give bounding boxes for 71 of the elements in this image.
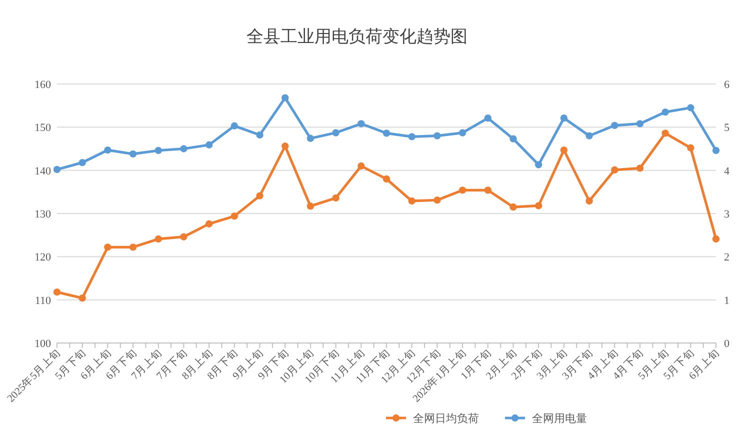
chart-title: 全县工业用电负荷变化趋势图	[246, 27, 468, 46]
legend-label: 全网日均负荷	[413, 412, 479, 425]
y-tick-label: 140	[34, 165, 52, 178]
point	[458, 186, 466, 194]
point	[662, 108, 669, 116]
point	[687, 104, 694, 112]
point	[510, 135, 517, 142]
point	[611, 122, 618, 130]
point	[78, 158, 86, 166]
point	[256, 131, 264, 139]
point	[129, 150, 137, 158]
y2-tick-label: 1	[724, 294, 730, 307]
point	[510, 203, 517, 211]
point	[306, 134, 314, 142]
point	[560, 146, 568, 154]
point	[332, 129, 340, 136]
y-tick-label: 160	[34, 79, 52, 91]
point	[586, 132, 593, 140]
point	[636, 164, 644, 172]
point	[712, 235, 720, 243]
point	[358, 120, 365, 128]
y2-tick-label: 2	[724, 252, 730, 264]
point	[104, 146, 112, 154]
point	[484, 114, 492, 122]
point	[53, 288, 61, 296]
point	[78, 294, 86, 302]
point	[358, 162, 365, 170]
point	[180, 145, 188, 152]
point	[230, 212, 238, 220]
point	[382, 130, 390, 137]
point	[230, 122, 238, 130]
point	[104, 244, 112, 251]
point	[180, 233, 188, 240]
point	[662, 130, 669, 137]
point	[306, 202, 314, 210]
point	[458, 129, 466, 136]
point	[129, 244, 137, 251]
y-tick-label: 120	[34, 252, 52, 264]
y-tick-label: 110	[34, 294, 52, 307]
legend-label: 全网用电量	[532, 412, 587, 425]
point	[332, 194, 340, 202]
y-tick-label: 100	[34, 338, 52, 350]
y2-tick-label: 6	[724, 79, 730, 91]
y2-tick-label: 3	[724, 208, 730, 220]
y2-tick-label: 0	[724, 338, 730, 350]
point	[408, 197, 416, 205]
point	[154, 235, 162, 243]
point	[687, 144, 694, 152]
y2-tick-label: 4	[724, 165, 730, 178]
point	[484, 186, 492, 194]
point	[205, 141, 213, 148]
point	[154, 146, 162, 154]
point	[53, 166, 61, 174]
point	[636, 120, 644, 128]
point	[205, 220, 213, 228]
point	[282, 94, 289, 102]
point	[282, 142, 289, 150]
y-tick-label: 130	[34, 208, 52, 220]
point	[382, 175, 390, 183]
point	[434, 196, 441, 204]
point	[534, 161, 542, 168]
point	[408, 133, 416, 140]
point	[560, 114, 568, 122]
point	[256, 192, 264, 200]
y-tick-label: 150	[34, 122, 52, 134]
point	[712, 146, 720, 154]
point	[534, 202, 542, 210]
point	[611, 166, 618, 174]
point	[586, 197, 593, 205]
point	[434, 132, 441, 140]
y2-tick-label: 5	[724, 122, 730, 134]
